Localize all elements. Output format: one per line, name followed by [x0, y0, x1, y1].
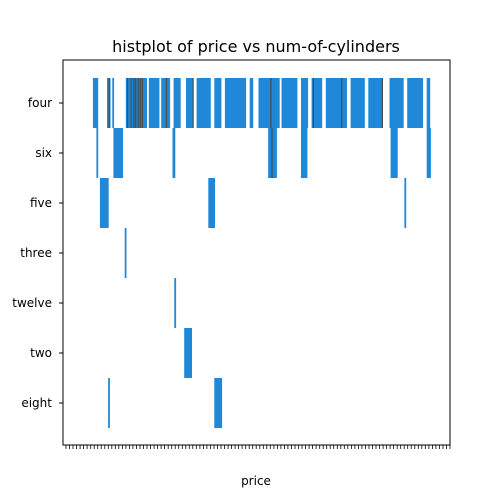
plot-area: [92, 78, 431, 428]
bar-four-15: [311, 78, 323, 128]
bar-four-18: [368, 78, 383, 128]
bar-four-6: [173, 78, 181, 128]
y-tick-label-eight: eight: [21, 396, 52, 410]
bar-five-1: [208, 178, 215, 228]
bar-three-0: [124, 228, 127, 278]
bar-four-21: [426, 78, 431, 128]
bar-four-4: [148, 78, 160, 128]
y-tick-label-three: three: [20, 246, 52, 260]
bar-four-0: [92, 78, 99, 128]
y-tick-label-twelve: twelve: [12, 296, 52, 310]
chart-title: histplot of price vs num-of-cylinders: [112, 37, 400, 56]
bar-four-12: [258, 78, 280, 128]
bar-six-6: [426, 128, 431, 178]
bar-six-5: [390, 128, 398, 178]
bar-eight-0: [108, 378, 110, 428]
bar-four-17: [350, 78, 365, 128]
bar-four-2: [112, 78, 115, 128]
bar-four-20: [407, 78, 424, 128]
bar-six-2: [172, 128, 176, 178]
bar-five-2: [404, 178, 407, 228]
y-tick-label-two: two: [30, 346, 52, 360]
y-tick-label-five: five: [30, 196, 52, 210]
y-tick-label-six: six: [35, 146, 52, 160]
bar-two-0: [184, 328, 192, 378]
x-axis-label: price: [241, 474, 271, 488]
bar-four-3: [125, 78, 147, 128]
x-axis: [65, 445, 451, 449]
bar-eight-1: [214, 378, 223, 428]
y-tick-label-four: four: [28, 96, 52, 110]
bar-four-5: [161, 78, 171, 128]
bar-four-19: [389, 78, 404, 128]
bar-five-0: [99, 178, 109, 228]
bar-four-10: [224, 78, 247, 128]
y-axis: four six five three twelve two eight: [12, 96, 63, 410]
bar-four-8: [196, 78, 211, 128]
bar-six-1: [113, 128, 123, 178]
bar-twelve-0: [174, 278, 177, 328]
bar-four-16: [325, 78, 347, 128]
bar-four-11: [249, 78, 254, 128]
bar-four-7: [186, 78, 194, 128]
bar-six-4: [301, 128, 308, 178]
bar-six-0: [96, 128, 99, 178]
bar-four-13: [281, 78, 298, 128]
bar-four-14: [301, 78, 309, 128]
bar-four-9: [214, 78, 222, 128]
